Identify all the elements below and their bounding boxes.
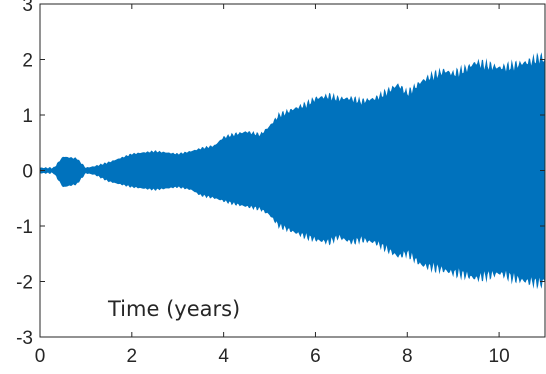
- x-tick-label: 6: [310, 346, 321, 367]
- x-axis: 0 2 4 6 8 10: [35, 4, 510, 367]
- x-tick-label: 0: [35, 346, 46, 367]
- signal-envelope-area: [40, 52, 545, 290]
- y-tick-label: 3: [22, 0, 33, 16]
- y-axis: -3 -2 -1 0 1 2 3: [16, 0, 545, 349]
- y-tick-label: 1: [22, 106, 33, 127]
- x-tick-label: 2: [127, 346, 138, 367]
- y-tick-label: -1: [16, 217, 33, 238]
- x-tick-label: 8: [402, 346, 413, 367]
- x-tick-label: 4: [218, 346, 229, 367]
- plot-area: [40, 52, 545, 290]
- x-tick-label: 10: [489, 346, 510, 367]
- y-tick-label: 2: [22, 51, 33, 72]
- y-tick-label: 0: [22, 162, 33, 183]
- y-tick-label: -2: [16, 273, 33, 294]
- y-tick-label: -3: [16, 328, 33, 349]
- x-axis-label: Time (years): [107, 297, 240, 321]
